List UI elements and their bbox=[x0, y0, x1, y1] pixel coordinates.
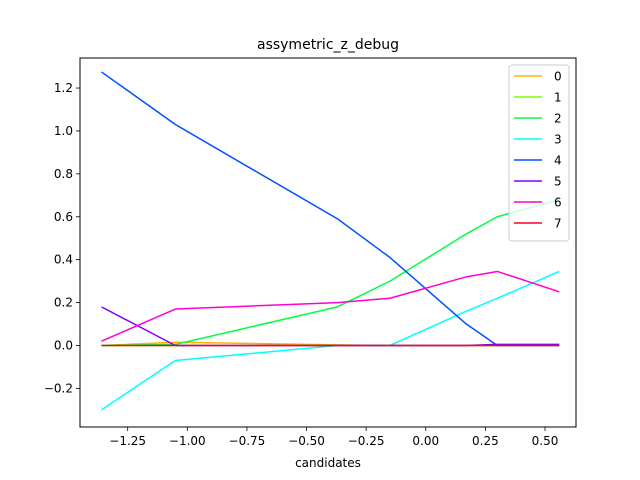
x-axis-label: candidates bbox=[295, 456, 361, 470]
y-tick-label: 0.0 bbox=[54, 338, 73, 352]
legend: 0 1 2 3 4 5 6 7 bbox=[508, 64, 570, 242]
legend-label-4: 4 bbox=[554, 154, 562, 168]
y-axis: −0.2 0.0 0.2 0.4 0.6 0.8 1.0 1.2 bbox=[44, 81, 80, 395]
y-tick-label: 0.4 bbox=[54, 253, 73, 267]
plot-lines bbox=[101, 71, 560, 411]
series-line-6 bbox=[101, 270, 560, 342]
legend-box bbox=[508, 64, 570, 242]
series-line-4 bbox=[101, 71, 560, 347]
x-tick-label: −0.50 bbox=[288, 434, 325, 448]
y-tick-label: 1.2 bbox=[54, 81, 73, 95]
y-tick-label: −0.2 bbox=[44, 381, 73, 395]
y-tick-label: 0.6 bbox=[54, 210, 73, 224]
y-tick-label: 1.0 bbox=[54, 124, 73, 138]
legend-label-3: 3 bbox=[554, 133, 562, 147]
y-tick-label: 0.8 bbox=[54, 167, 73, 181]
legend-label-1: 1 bbox=[554, 91, 562, 105]
x-tick-label: −1.25 bbox=[109, 434, 146, 448]
legend-label-2: 2 bbox=[554, 112, 562, 126]
x-tick-label: 0.50 bbox=[532, 434, 559, 448]
chart-title: assymetric_z_debug bbox=[257, 37, 399, 53]
y-tick-label: 0.2 bbox=[54, 296, 73, 310]
legend-label-5: 5 bbox=[554, 175, 562, 189]
legend-label-0: 0 bbox=[554, 70, 562, 84]
legend-label-6: 6 bbox=[554, 196, 562, 210]
x-tick-label: −0.25 bbox=[348, 434, 385, 448]
legend-label-7: 7 bbox=[554, 217, 562, 231]
plot-frame bbox=[79, 57, 577, 428]
x-tick-label: −1.00 bbox=[169, 434, 206, 448]
x-axis: −1.25 −1.00 −0.75 −0.50 −0.25 0.00 0.25 0.50 bbox=[109, 427, 558, 448]
x-tick-label: 0.25 bbox=[472, 434, 499, 448]
series-line-2 bbox=[101, 198, 560, 347]
series-line-5 bbox=[101, 306, 560, 347]
x-tick-label: 0.00 bbox=[412, 434, 439, 448]
x-tick-label: −0.75 bbox=[229, 434, 266, 448]
